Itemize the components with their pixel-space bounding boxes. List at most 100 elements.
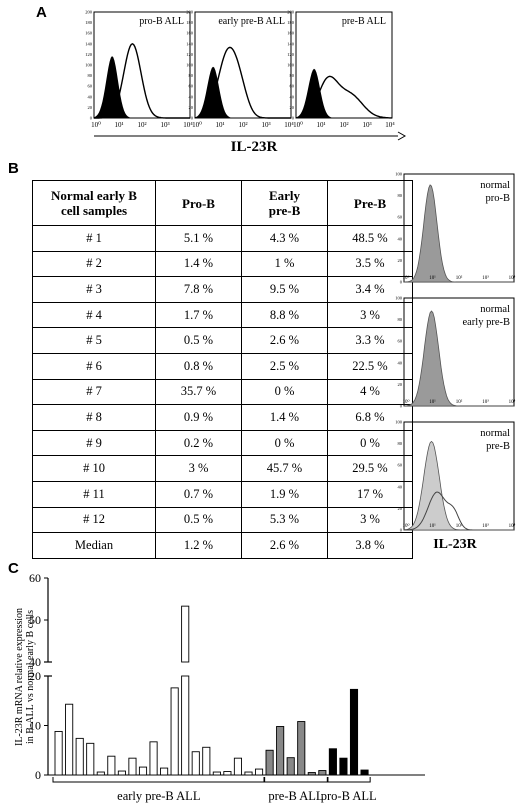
bar-early-pre-b-all [86,742,95,776]
bar-early-pre-b-all [107,755,116,776]
bar-pre-b-all [265,749,274,776]
table-row: # 6 0.8 % 2.5 % 22.5 % [32,352,413,380]
table-cell: 4.3 % [241,225,328,252]
y-tick-label: 40 [398,236,403,241]
stain-curve [403,491,514,531]
y-tick-label: 60 [29,571,41,585]
y-tick-label: 0 [292,116,295,121]
y-tick-label: 20 [189,105,194,110]
y-tick-label: 40 [290,94,295,99]
isotype-fill [403,310,514,407]
table-cell: 1.2 % [155,532,242,559]
x-tick-label: 10² [456,523,463,529]
table-cell: 7.8 % [155,276,242,303]
y-tick-label: 180 [186,20,194,25]
bar-early-pre-b-all [233,757,243,776]
y-tick-label: 80 [290,73,295,78]
y-tick-label: 40 [398,360,403,365]
table-cell: 2.5 % [241,352,328,380]
y-tick-label: 200 [85,10,93,15]
y-tick-label: 100 [395,172,403,177]
table-row: # 12 0.5 % 5.3 % 3 % [32,506,413,534]
y-tick-label: 60 [398,339,403,344]
bar-pro-b-all [349,688,359,776]
bar-early-pre-b-all [117,770,126,776]
table-cell: # 7 [32,378,156,406]
y-tick-label: 0 [90,116,93,121]
table-cell: # 4 [32,301,156,329]
bar-early-pre-b-all-lower-part [181,675,190,776]
group-label: early pre-B ALL [117,789,200,803]
group-label: pre-B ALL [268,789,323,803]
x-tick-label: 10¹ [429,275,436,281]
x-tick-label: 10³ [482,523,489,529]
x-tick-label: 10⁴ [284,121,294,129]
panel-a-x-label: IL-23R [231,139,278,155]
y-axis-title: IL-23R mRNA relative expression in B-ALL … [14,608,36,746]
bar-pre-b-all [297,721,306,776]
table-row: Median 1.2 % 2.6 % 3.8 % [32,532,413,559]
table-cell: 3.3 % [327,327,413,354]
x-tick-label: 10² [456,399,463,405]
histogram-label: pro-B ALL [139,16,184,27]
bar-early-pre-b-all [212,771,221,776]
table-cell: 3 % [327,506,413,534]
table-cell: 45.7 % [241,455,328,482]
isotype-fill [296,68,392,118]
x-tick-label: 10⁰ [91,121,101,129]
bar-early-pre-b-all-upper-part [181,605,190,663]
table-cell: 1.7 % [155,301,242,329]
axis-arrow-head [397,131,407,141]
x-tick-label: 10³ [160,121,169,129]
y-tick-label: 20 [29,669,41,683]
table-header-text: cell samples [60,203,128,218]
x-tick-label: 10⁰ [192,121,202,129]
y-axis-label: IL-23R mRNA relative expression [14,608,25,746]
bar-early-pre-b-all [75,737,84,776]
x-tick-label: 10⁰ [402,523,409,529]
histogram-label: pro-B [486,193,511,204]
table-cell: 1.4 % [241,404,328,431]
table-cell: # 3 [32,276,156,303]
stain-curve [94,42,190,119]
table-cell: 1.4 % [155,250,242,278]
table-row: # 8 0.9 % 1.4 % 6.8 % [32,404,413,431]
x-tick-label: 10⁰ [402,275,409,281]
table-cell: 5.1 % [155,225,242,252]
bar-early-pre-b-all [191,751,200,776]
histogram-label: normal [480,180,510,191]
bar-early-pre-b-all [54,730,63,776]
table-cell: 1 % [241,250,328,278]
y-tick-label: 200 [287,10,295,15]
table-cell: 0.8 % [155,352,242,380]
x-tick-label: 10⁴ [509,399,516,405]
table-cell: # 12 [32,506,156,534]
table-cell: 3 % [327,301,413,329]
y-tick-label: 0 [400,404,403,409]
x-tick-label: 10¹ [316,121,325,129]
isotype-fill [195,66,291,118]
bar-pre-b-all [318,770,327,776]
histogram-label: normal [480,304,510,315]
panel-label-c: C [8,560,19,577]
x-tick-label: 10² [137,121,146,129]
histogram-label: early pre-B [462,317,510,328]
table-header-text: Pre-B [353,195,387,211]
y-tick-label: 80 [398,317,403,322]
y-tick-label: 20 [398,258,403,263]
y-tick-label: 0 [400,528,403,533]
table-cell: 8.8 % [241,301,328,329]
table-cell: 0.2 % [155,429,242,457]
x-tick-label: 10³ [362,121,371,129]
histogram-label: pre-B ALL [342,16,386,27]
table-header-cell: Early pre-B [241,180,328,226]
x-tick-label: 10⁴ [509,275,516,281]
table-cell: # 1 [32,225,156,252]
y-tick-label: 80 [398,441,403,446]
bar-early-pre-b-all [149,741,158,776]
